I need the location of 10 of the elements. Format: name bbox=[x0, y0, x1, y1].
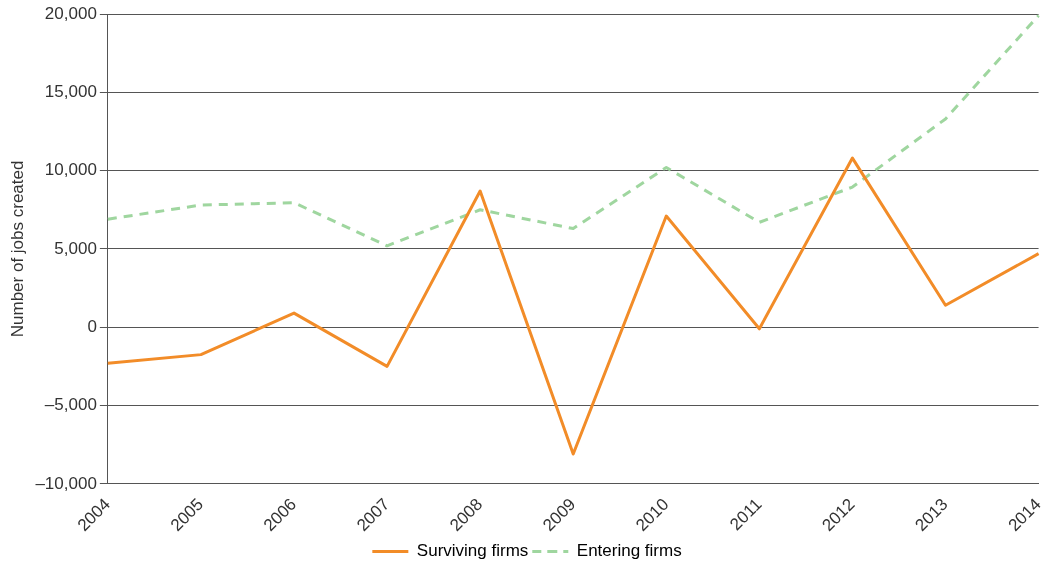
y-tick-label: 0 bbox=[87, 316, 97, 336]
legend-label: Entering firms bbox=[576, 541, 682, 561]
y-tick-label: –5,000 bbox=[44, 395, 97, 415]
y-tick-label: 20,000 bbox=[44, 3, 97, 23]
legend-label: Surviving firms bbox=[416, 541, 529, 561]
y-tick-label: 15,000 bbox=[44, 81, 97, 101]
y-tick-label: –10,000 bbox=[35, 473, 97, 493]
y-tick-label: 10,000 bbox=[44, 160, 97, 180]
y-axis-title: Number of jobs created bbox=[7, 160, 27, 338]
y-tick-label: 5,000 bbox=[54, 238, 97, 258]
